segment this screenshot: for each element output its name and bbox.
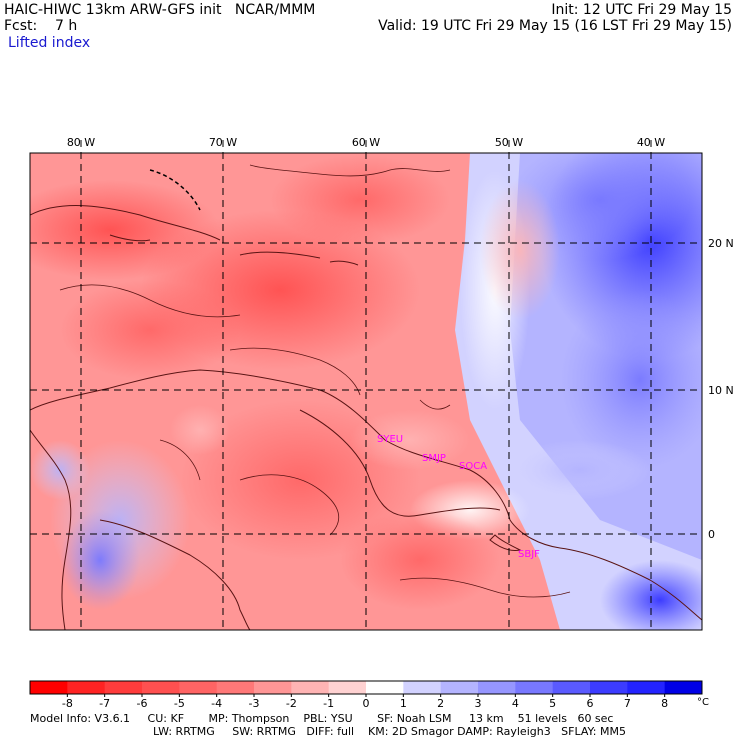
colorbar-tick-label: 0 [363, 697, 370, 710]
colorbar-swatch [104, 681, 143, 694]
colorbar-swatch [216, 681, 255, 694]
colorbar-tick-label: 2 [437, 697, 444, 710]
map-frame [29, 152, 703, 631]
colorbar-tick-label: 8 [661, 697, 668, 710]
station-labels: SYEU SMJP SOCA SBJF [377, 434, 540, 560]
coastlines [30, 164, 702, 630]
colorbar-swatch [291, 681, 330, 694]
graticule [30, 140, 702, 630]
colorbar: -8 -7 -6 -5 -4 -3 -2 -1 0 1 2 3 4 5 6 7 8 °C [29, 680, 709, 710]
cuba-coast [30, 205, 221, 241]
hispaniola-coast [239, 251, 321, 259]
colorbar-tick-label: -4 [211, 697, 222, 710]
station-sbjf: SBJF [518, 549, 540, 560]
colorbar-tick-label: -8 [62, 697, 73, 710]
colorbar-unit: °C [697, 697, 709, 708]
lat-label-10n: 10 N [708, 384, 734, 397]
marajo-island [489, 534, 522, 551]
colorbar-ticks: -8 -7 -6 -5 -4 -3 -2 -1 0 1 2 3 4 5 6 7 8 [62, 694, 668, 710]
south-america-coast [30, 369, 702, 621]
colorbar-tick-label: -5 [174, 697, 185, 710]
colorbar-swatch [478, 681, 516, 694]
lat-label-equator: 0 [708, 528, 715, 541]
colorbar-swatch [440, 681, 479, 694]
colorbar-swatch [179, 681, 218, 694]
colorbar-swatch [627, 681, 666, 694]
init-time: Init: 12 UTC Fri 29 May 15 [551, 2, 732, 18]
station-syeu: SYEU [377, 434, 403, 445]
colorbar-swatch [403, 681, 442, 694]
colorbar-tick-label: -2 [286, 697, 297, 710]
model-info-line1: Model Info: V3.6.1 CU: KF MP: Thompson P… [30, 712, 614, 725]
colorbar-tick-label: -7 [99, 697, 110, 710]
pacific-coast [30, 429, 72, 630]
forecast-hour: Fcst: 7 h [4, 18, 78, 34]
valid-time: Valid: 19 UTC Fri 29 May 15 (16 LST Fri … [378, 18, 732, 34]
station-smjp: SMJP [422, 453, 446, 464]
model-info-line2: LW: RRTMG SW: RRTMG DIFF: full KM: 2D Sm… [153, 725, 626, 738]
colorbar-tick-label: 5 [549, 697, 556, 710]
colorbar-swatch [366, 681, 404, 694]
colorbar-tick-label: -3 [249, 697, 260, 710]
colorbar-swatch [328, 681, 367, 694]
lon-label-70w: 70 W [209, 136, 237, 149]
lon-label-40w: 40 W [637, 136, 665, 149]
jamaica-coast [109, 234, 151, 242]
colorbar-swatch [30, 681, 68, 694]
run-title: HAIC-HIWC 13km ARW-GFS init NCAR/MMM [4, 2, 316, 18]
field-name: Lifted index [8, 35, 91, 51]
puerto-rico-coast [329, 260, 359, 266]
colorbar-swatch [515, 681, 554, 694]
colorbar-tick-label: 4 [512, 697, 519, 710]
lifted-index-field [30, 153, 702, 630]
colorbar-swatch [67, 681, 106, 694]
colorbar-swatch [254, 681, 292, 694]
colorbar-tick-label: 7 [624, 697, 631, 710]
colorbar-swatch [142, 681, 180, 694]
colorbar-swatch [552, 681, 591, 694]
colorbar-swatches [30, 681, 703, 694]
colorbar-tick-label: -1 [323, 697, 334, 710]
colorbar-tick-label: -6 [137, 697, 148, 710]
bahamas [149, 169, 201, 211]
colorbar-tick-label: 3 [475, 697, 482, 710]
lon-label-60w: 60 W [352, 136, 380, 149]
colorbar-tick-label: 6 [587, 697, 594, 710]
station-soca: SOCA [459, 461, 487, 472]
colorbar-tick-label: 1 [400, 697, 407, 710]
colorbar-swatch [590, 681, 628, 694]
colorbar-swatch [664, 681, 703, 694]
lon-label-50w: 50 W [495, 136, 523, 149]
lon-label-80w: 80 W [67, 136, 95, 149]
lat-label-20n: 20 N [708, 237, 734, 250]
